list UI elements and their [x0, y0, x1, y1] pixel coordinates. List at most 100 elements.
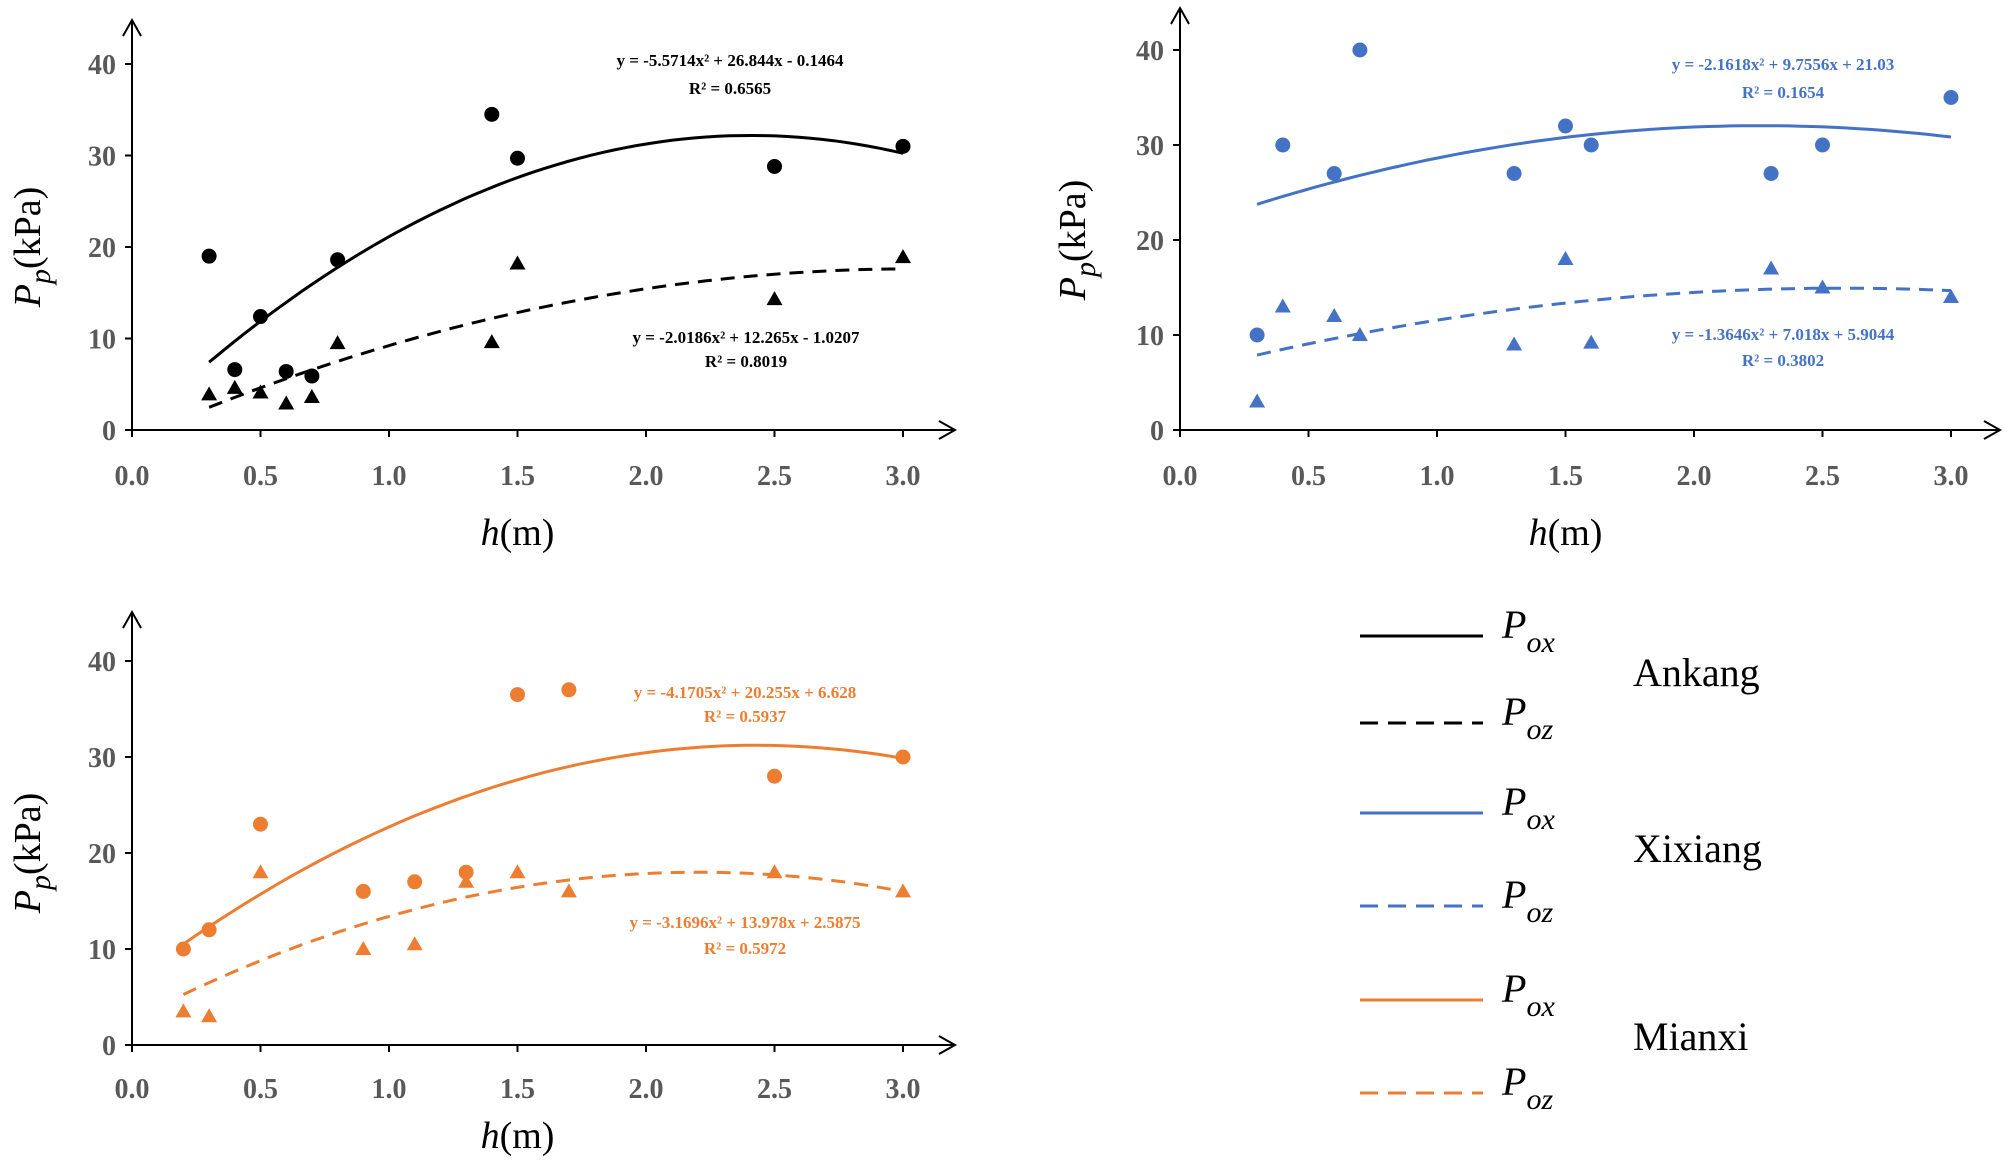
trendline-equation: y = -4.1705x² + 20.255x + 6.628: [634, 683, 857, 702]
data-point-poz: [560, 883, 577, 898]
trendline-pox: [208, 133, 904, 364]
trendline-equation: y = -5.5714x² + 26.844x - 0.1464: [616, 51, 844, 70]
x-axis-title: h(m): [1529, 512, 1603, 554]
data-point-pox: [1506, 166, 1522, 181]
y-axis-title: Pp(kPa): [7, 793, 57, 915]
data-point-pox: [278, 363, 294, 379]
x-tick-label: 1.0: [372, 1074, 407, 1105]
data-point-poz: [175, 1003, 192, 1018]
x-tick-label: 3.0: [886, 1074, 921, 1105]
legend-site-label: Mianxi: [1633, 1014, 1749, 1059]
data-point-poz: [1326, 308, 1343, 322]
data-point-pox: [895, 749, 911, 765]
trendline-equation: y = -3.1696x² + 13.978x + 2.5875: [629, 913, 860, 932]
y-tick-label: 10: [88, 935, 116, 966]
y-tick-label: 0: [1150, 416, 1164, 447]
x-tick-label: 1.5: [500, 461, 535, 492]
trendline-pox: [1256, 124, 1952, 206]
legend-group-mianxi: Pox Poz Mianxi: [1360, 966, 1749, 1116]
x-tick-label: 0.5: [243, 1074, 278, 1105]
data-point-pox: [510, 150, 525, 166]
data-point-poz: [201, 386, 218, 401]
y-tick-label: 30: [1136, 131, 1164, 162]
y-axis-arrow: [122, 609, 142, 629]
data-point-pox: [767, 158, 782, 174]
data-point-poz: [303, 389, 320, 404]
y-tick-label: 40: [88, 50, 116, 81]
data-point-poz: [766, 291, 783, 306]
data-point-pox: [1326, 166, 1342, 181]
x-tick-label: 0.0: [115, 1074, 150, 1105]
y-tick-label: 30: [88, 142, 116, 173]
data-point-pox: [458, 864, 474, 880]
trendline-r2: R² = 0.3802: [1742, 351, 1824, 370]
data-point-pox: [253, 816, 268, 832]
x-tick-label: 3.0: [886, 461, 921, 492]
data-point-pox: [201, 922, 217, 938]
data-point-pox: [330, 252, 346, 268]
data-point-poz: [278, 395, 295, 410]
trendline-poz: [182, 870, 904, 996]
trendline-r2: R² = 0.5937: [704, 707, 787, 726]
data-point-poz: [1351, 327, 1368, 341]
data-point-pox: [1943, 90, 1959, 105]
data-point-poz: [1274, 298, 1291, 313]
x-tick-label: 0.5: [243, 461, 278, 492]
x-tick-label: 2.0: [629, 461, 664, 492]
data-point-pox: [1583, 137, 1599, 153]
data-point-pox: [1815, 137, 1830, 153]
data-point-pox: [1249, 327, 1265, 343]
legend-label-oz: Poz: [1501, 689, 1553, 746]
data-point-pox: [1275, 137, 1291, 153]
data-point-poz: [766, 864, 783, 879]
trendline-equation: y = -1.3646x² + 7.018x + 5.9044: [1672, 325, 1895, 344]
data-point-poz: [406, 936, 423, 951]
trendline-pox: [182, 743, 904, 946]
data-point-poz: [1763, 260, 1780, 275]
data-point-pox: [253, 309, 268, 325]
y-tick-label: 20: [1136, 226, 1164, 257]
y-tick-label: 40: [1136, 36, 1164, 67]
data-point-poz: [252, 864, 269, 879]
trendline-r2: R² = 0.8019: [705, 352, 787, 371]
data-point-poz: [895, 883, 911, 898]
x-axis-title: h(m): [481, 512, 555, 554]
trendline-poz: [1256, 286, 1952, 357]
legend-label-ox: Pox: [1501, 966, 1555, 1023]
data-point-poz: [329, 335, 346, 350]
legend-label-ox: Pox: [1501, 779, 1555, 836]
trendline-r2: R² = 0.1654: [1742, 83, 1825, 102]
x-axis-arrow: [1983, 420, 2003, 440]
x-axis-title: h(m): [481, 1115, 555, 1157]
y-tick-label: 20: [88, 839, 116, 870]
data-point-pox: [201, 248, 217, 264]
trendline-r2: R² = 0.5972: [704, 939, 786, 958]
trendline-equation: y = -2.1618x² + 9.7556x + 21.03: [1672, 55, 1895, 74]
legend-label-ox: Pox: [1501, 602, 1555, 659]
data-point-poz: [1814, 279, 1831, 294]
y-axis-title: Pp(kPa): [1052, 180, 1102, 302]
y-tick-label: 0: [102, 1031, 116, 1062]
data-point-pox: [355, 883, 371, 899]
data-point-pox: [175, 941, 191, 957]
x-tick-label: 0.5: [1291, 461, 1326, 492]
data-point-poz: [201, 1008, 218, 1023]
data-point-poz: [1249, 393, 1266, 408]
x-tick-label: 0.0: [1163, 461, 1198, 492]
data-point-poz: [895, 249, 911, 264]
x-tick-label: 2.5: [757, 1074, 792, 1105]
legend-label-oz: Poz: [1501, 1059, 1553, 1116]
y-tick-label: 30: [88, 743, 116, 774]
x-axis-arrow: [938, 1035, 958, 1055]
data-point-poz: [458, 873, 475, 888]
data-point-pox: [1763, 166, 1779, 181]
x-tick-label: 1.0: [372, 461, 407, 492]
chart-mianxi: 0.0 0.5 1.0 1.5 2.0 2.5 3.0 0 10 20 30 40 h(m) Pp(kPa…: [7, 609, 958, 1157]
legend: Pox Poz Ankang Pox Poz Xixiang Pox Poz Mianxi: [1360, 602, 1762, 1116]
legend-site-label: Ankang: [1633, 650, 1760, 695]
data-point-poz: [509, 864, 526, 879]
x-tick-label: 2.5: [757, 461, 792, 492]
y-tick-label: 10: [1136, 321, 1164, 352]
data-point-pox: [510, 687, 525, 703]
